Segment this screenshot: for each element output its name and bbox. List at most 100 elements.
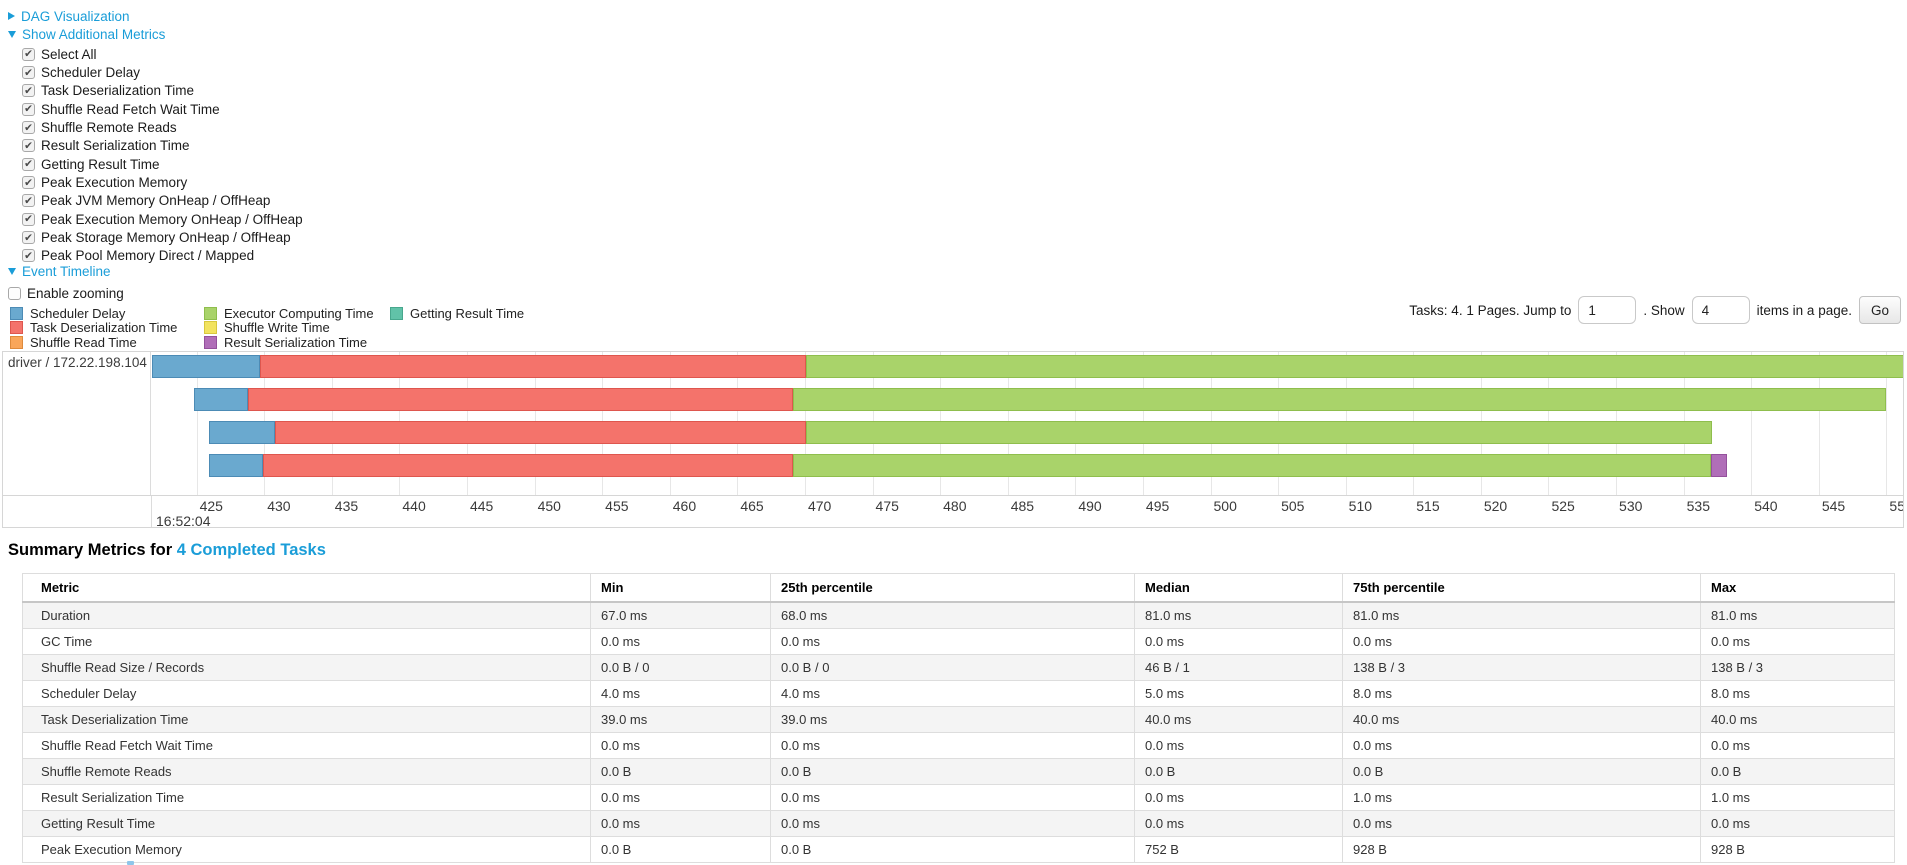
axis-tick-label: 425	[199, 498, 223, 514]
metric-checkbox[interactable]	[22, 249, 35, 263]
show-additional-metrics-link[interactable]: Show Additional Metrics	[22, 26, 166, 42]
timeline-segment-executor-computing[interactable]	[792, 388, 1887, 411]
metrics-checkbox-list: Select All Scheduler Delay Task Deserializ…	[22, 45, 303, 265]
jump-to-page-input[interactable]	[1578, 296, 1637, 324]
timeline-segment-task-deserialization[interactable]	[262, 454, 793, 477]
axis-tick-label: 445	[469, 498, 494, 514]
timeline-segment-result-serialization[interactable]	[1710, 454, 1727, 477]
scheduler-delay-legend-swatch-icon	[10, 306, 23, 320]
result-serialization-legend-swatch-icon	[204, 335, 217, 349]
value-cell: 0.0 ms	[1134, 784, 1343, 811]
metric-checkbox[interactable]	[22, 139, 35, 153]
metric-checkbox-item: Peak Execution Memory OnHeap / OffHeap	[22, 210, 303, 228]
metric-checkbox[interactable]	[22, 231, 35, 245]
tasks-count-text: Tasks: 4. 1 Pages. Jump to	[1409, 302, 1572, 318]
axis-tick-label: 535	[1686, 498, 1710, 514]
value-cell: 4.0 ms	[590, 680, 771, 707]
axis-tick-label: 520	[1483, 498, 1508, 514]
legend-item: Getting Result Time	[390, 306, 524, 321]
column-header: 25th percentile	[770, 573, 1135, 603]
value-cell: 1.0 ms	[1342, 784, 1701, 811]
axis-tick-label: 500	[1213, 498, 1237, 514]
chevron-right-icon	[8, 12, 15, 20]
timeline-segment-task-deserialization[interactable]	[275, 421, 807, 444]
metric-cell: Duration	[22, 601, 591, 629]
value-cell: 928 B	[1342, 836, 1701, 863]
timeline-segment-task-deserialization[interactable]	[260, 355, 807, 378]
legend-column-2: Executor Computing Time Shuffle Write Tim…	[204, 306, 374, 350]
timeline-segment-executor-computing[interactable]	[806, 355, 1903, 378]
metric-checkbox[interactable]	[22, 212, 35, 226]
executor-computing-legend-swatch-icon	[204, 306, 217, 320]
value-cell: 0.0 ms	[1700, 628, 1895, 655]
table-row: Duration 67.0 ms 68.0 ms 81.0 ms 81.0 ms 81.0…	[22, 601, 1895, 629]
value-cell: 81.0 ms	[1342, 601, 1701, 629]
value-cell: 0.0 ms	[590, 810, 771, 837]
timeline-segment-scheduler-delay[interactable]	[208, 454, 263, 477]
completed-tasks-link[interactable]: 4 Completed Tasks	[176, 541, 326, 559]
table-row: Shuffle Remote Reads 0.0 B 0.0 B 0.0 B 0.0 B…	[22, 758, 1895, 785]
axis-tick-label: 470	[807, 498, 832, 514]
axis-tick-label: 465	[740, 498, 764, 514]
timeline-segment-scheduler-delay[interactable]	[208, 421, 275, 444]
metric-checkbox[interactable]	[22, 84, 35, 98]
event-timeline-toggle[interactable]: Event Timeline	[8, 263, 111, 279]
chevron-down-icon	[8, 267, 16, 275]
metric-checkbox[interactable]	[22, 176, 35, 190]
legend-label: Shuffle Write Time	[224, 320, 330, 336]
timeline-segment-executor-computing[interactable]	[792, 454, 1711, 477]
event-timeline-link[interactable]: Event Timeline	[22, 263, 111, 279]
metric-checkbox-item: Peak Storage Memory OnHeap / OffHeap	[22, 228, 303, 246]
axis-tick-label: 550	[1889, 498, 1903, 514]
value-cell: 138 B / 3	[1342, 654, 1701, 681]
value-cell: 0.0 B	[1134, 758, 1343, 785]
enable-zooming-option: Enable zooming	[8, 284, 124, 302]
metric-checkbox[interactable]	[22, 66, 35, 80]
value-cell: 39.0 ms	[770, 706, 1135, 733]
legend-item: Executor Computing Time	[204, 306, 374, 321]
timeline-group-column: driver / 172.22.198.104	[3, 352, 151, 495]
value-cell: 81.0 ms	[1700, 601, 1895, 629]
legend-label: Shuffle Read Time	[30, 334, 137, 350]
metric-cell: Scheduler Delay	[22, 680, 591, 707]
show-text: . Show	[1643, 302, 1685, 318]
metric-checkbox[interactable]	[22, 157, 35, 171]
metric-checkbox[interactable]	[22, 121, 35, 135]
legend-item: Shuffle Read Time	[10, 335, 177, 350]
summary-table-body: Duration 67.0 ms 68.0 ms 81.0 ms 81.0 ms 81.0…	[22, 601, 1895, 863]
legend-label: Scheduler Delay	[30, 305, 126, 321]
axis-tick-label: 505	[1281, 498, 1305, 514]
metric-checkbox[interactable]	[22, 194, 35, 208]
value-cell: 67.0 ms	[590, 601, 771, 629]
timeline-plot-area[interactable]	[152, 352, 1903, 495]
metric-checkbox[interactable]	[22, 102, 35, 116]
dag-visualization-link[interactable]: DAG Visualization	[21, 8, 130, 24]
metric-checkbox-item: Shuffle Remote Reads	[22, 118, 303, 136]
metric-checkbox-item: Peak Pool Memory Direct / Mapped	[22, 247, 303, 265]
value-cell: 1.0 ms	[1700, 784, 1895, 811]
metric-checkbox-label: Scheduler Delay	[41, 65, 141, 81]
metric-checkbox-label: Peak Execution Memory OnHeap / OffHeap	[41, 211, 303, 227]
go-button[interactable]: Go	[1858, 296, 1901, 324]
show-additional-metrics-toggle[interactable]: Show Additional Metrics	[8, 26, 165, 42]
chevron-down-icon	[8, 30, 16, 38]
shuffle-write-legend-swatch-icon	[204, 321, 217, 335]
items-per-page-input[interactable]	[1691, 296, 1750, 324]
timeline-segment-scheduler-delay[interactable]	[152, 355, 261, 378]
enable-zooming-checkbox[interactable]	[8, 286, 21, 300]
axis-time-of-day-label: 16:52:04	[156, 513, 211, 528]
timeline-segment-scheduler-delay[interactable]	[193, 388, 248, 411]
dag-visualization-toggle[interactable]: DAG Visualization	[8, 8, 130, 24]
metric-cell: GC Time	[22, 628, 591, 655]
legend-item: Shuffle Write Time	[204, 320, 374, 336]
table-row: Shuffle Read Size / Records 0.0 B / 0 0.0 …	[22, 654, 1895, 681]
metric-checkbox-label: Shuffle Remote Reads	[41, 120, 177, 136]
metric-checkbox[interactable]	[22, 47, 35, 61]
axis-tick-label: 480	[943, 498, 967, 514]
timeline-segment-executor-computing[interactable]	[806, 421, 1713, 444]
timeline-segment-task-deserialization[interactable]	[247, 388, 793, 411]
summary-metrics-heading: Summary Metrics for 4 Completed Tasks	[8, 541, 326, 560]
value-cell: 928 B	[1700, 836, 1895, 863]
legend-item: Scheduler Delay	[10, 306, 177, 321]
